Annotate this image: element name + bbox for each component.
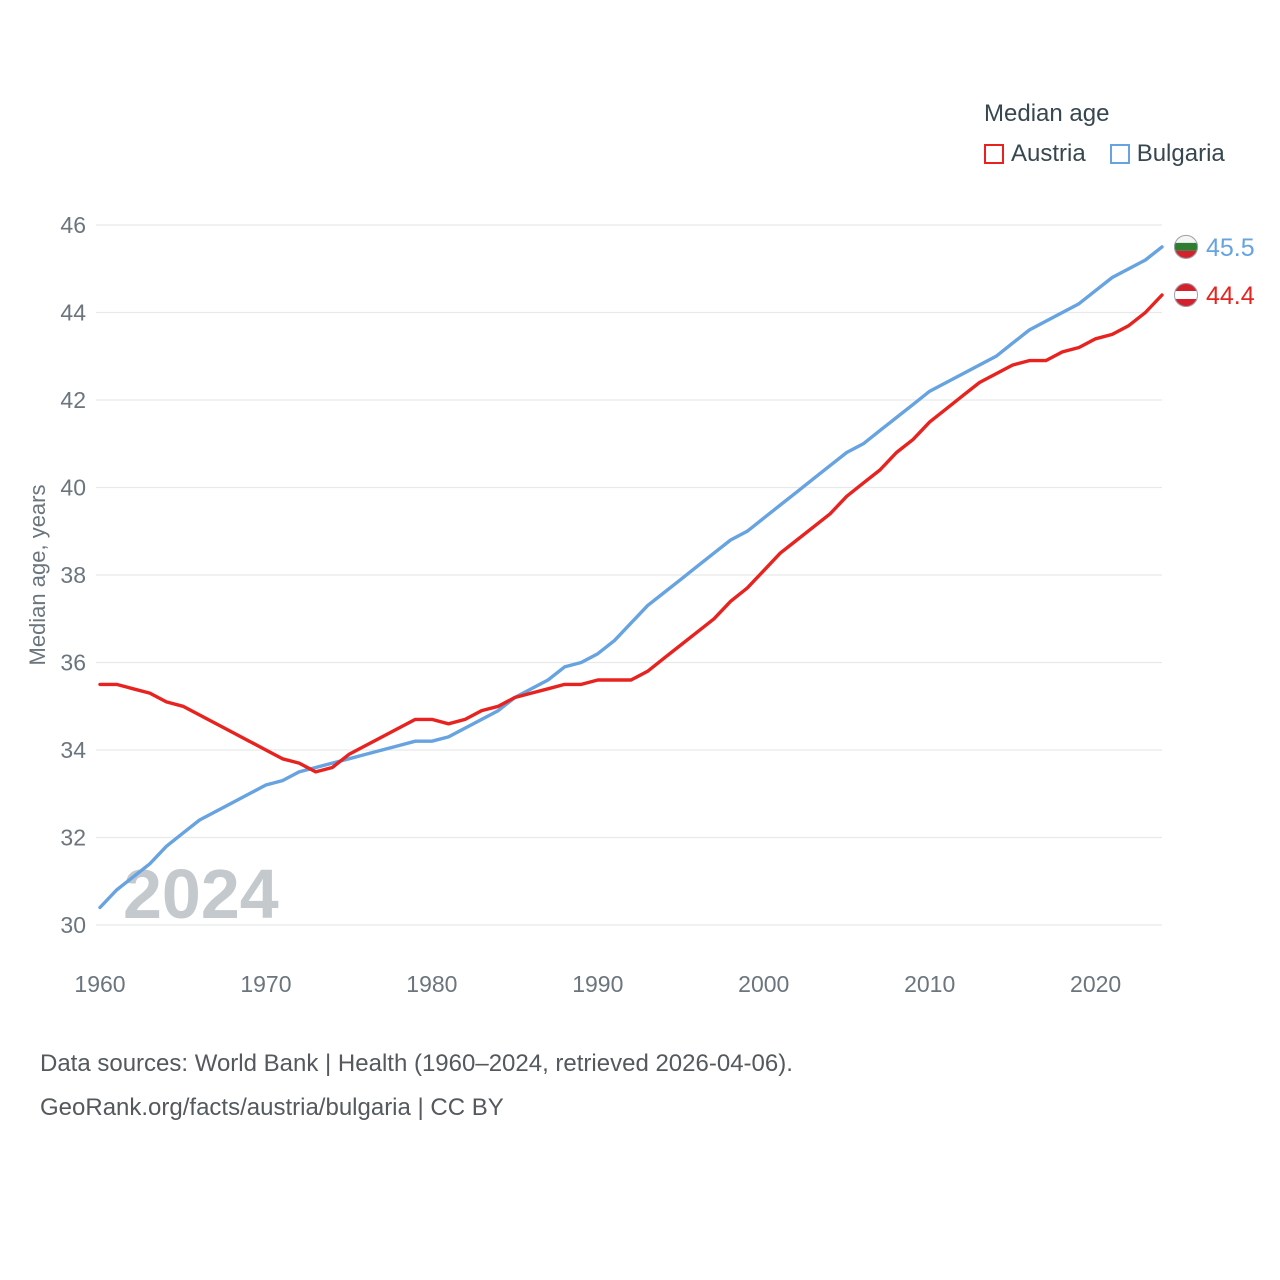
legend-title: Median age: [984, 100, 1110, 127]
legend-item-bulgaria[interactable]: Bulgaria: [1109, 140, 1225, 168]
y-tick-label: 32: [60, 825, 86, 851]
y-tick-label: 30: [60, 912, 86, 938]
x-tick-label: 1970: [240, 971, 291, 997]
attribution-line: GeoRank.org/facts/austria/bulgaria | CC …: [40, 1094, 504, 1122]
legend-label-bulgaria: Bulgaria: [1136, 140, 1225, 167]
y-tick-label: 38: [60, 562, 86, 588]
data-sources-line: Data sources: World Bank | Health (1960–…: [40, 1050, 793, 1077]
x-tick-label: 1960: [74, 971, 125, 997]
x-tick-label: 1990: [572, 971, 623, 997]
austria-end-value: 44.4: [1206, 282, 1255, 310]
legend-label-austria: Austria: [1011, 140, 1086, 167]
legend: Median age Austria Bulgaria: [984, 100, 1225, 168]
x-tick-label: 1980: [406, 971, 457, 997]
bulgaria-swatch: [1109, 144, 1130, 164]
y-axis-title: Median age, years: [25, 485, 50, 666]
bulgaria-line: [98, 245, 1164, 910]
x-tick-label: 2010: [904, 971, 955, 997]
watermark-year: 2024: [123, 855, 279, 933]
y-tick-label: 42: [60, 387, 86, 413]
bulgaria-end-value: 45.5: [1206, 234, 1255, 262]
austria-line: [98, 293, 1164, 774]
bulgaria-flag-icon: [1174, 234, 1198, 259]
austria-flag-icon: [1174, 283, 1198, 307]
legend-items: Austria Bulgaria: [984, 140, 1225, 168]
y-tick-label: 46: [60, 212, 86, 238]
x-tick-label: 2000: [738, 971, 789, 997]
median-age-chart: 30 32 34 36 38 40 42 44 46 2024 1960 1970 1980 1990 20…: [25, 212, 1255, 997]
x-tick-label: 2020: [1070, 971, 1121, 997]
austria-flag-ring: [1174, 283, 1198, 307]
y-tick-label: 36: [60, 650, 86, 676]
y-tick-label: 40: [60, 475, 86, 501]
bulgaria-flag-ring: [1174, 234, 1198, 259]
footer: Data sources: World Bank | Health (1960–…: [40, 1042, 793, 1131]
y-tick-label: 34: [60, 737, 86, 763]
austria-swatch: [984, 144, 1004, 164]
legend-item-austria[interactable]: Austria: [984, 140, 1086, 168]
y-tick-label: 44: [60, 300, 86, 326]
